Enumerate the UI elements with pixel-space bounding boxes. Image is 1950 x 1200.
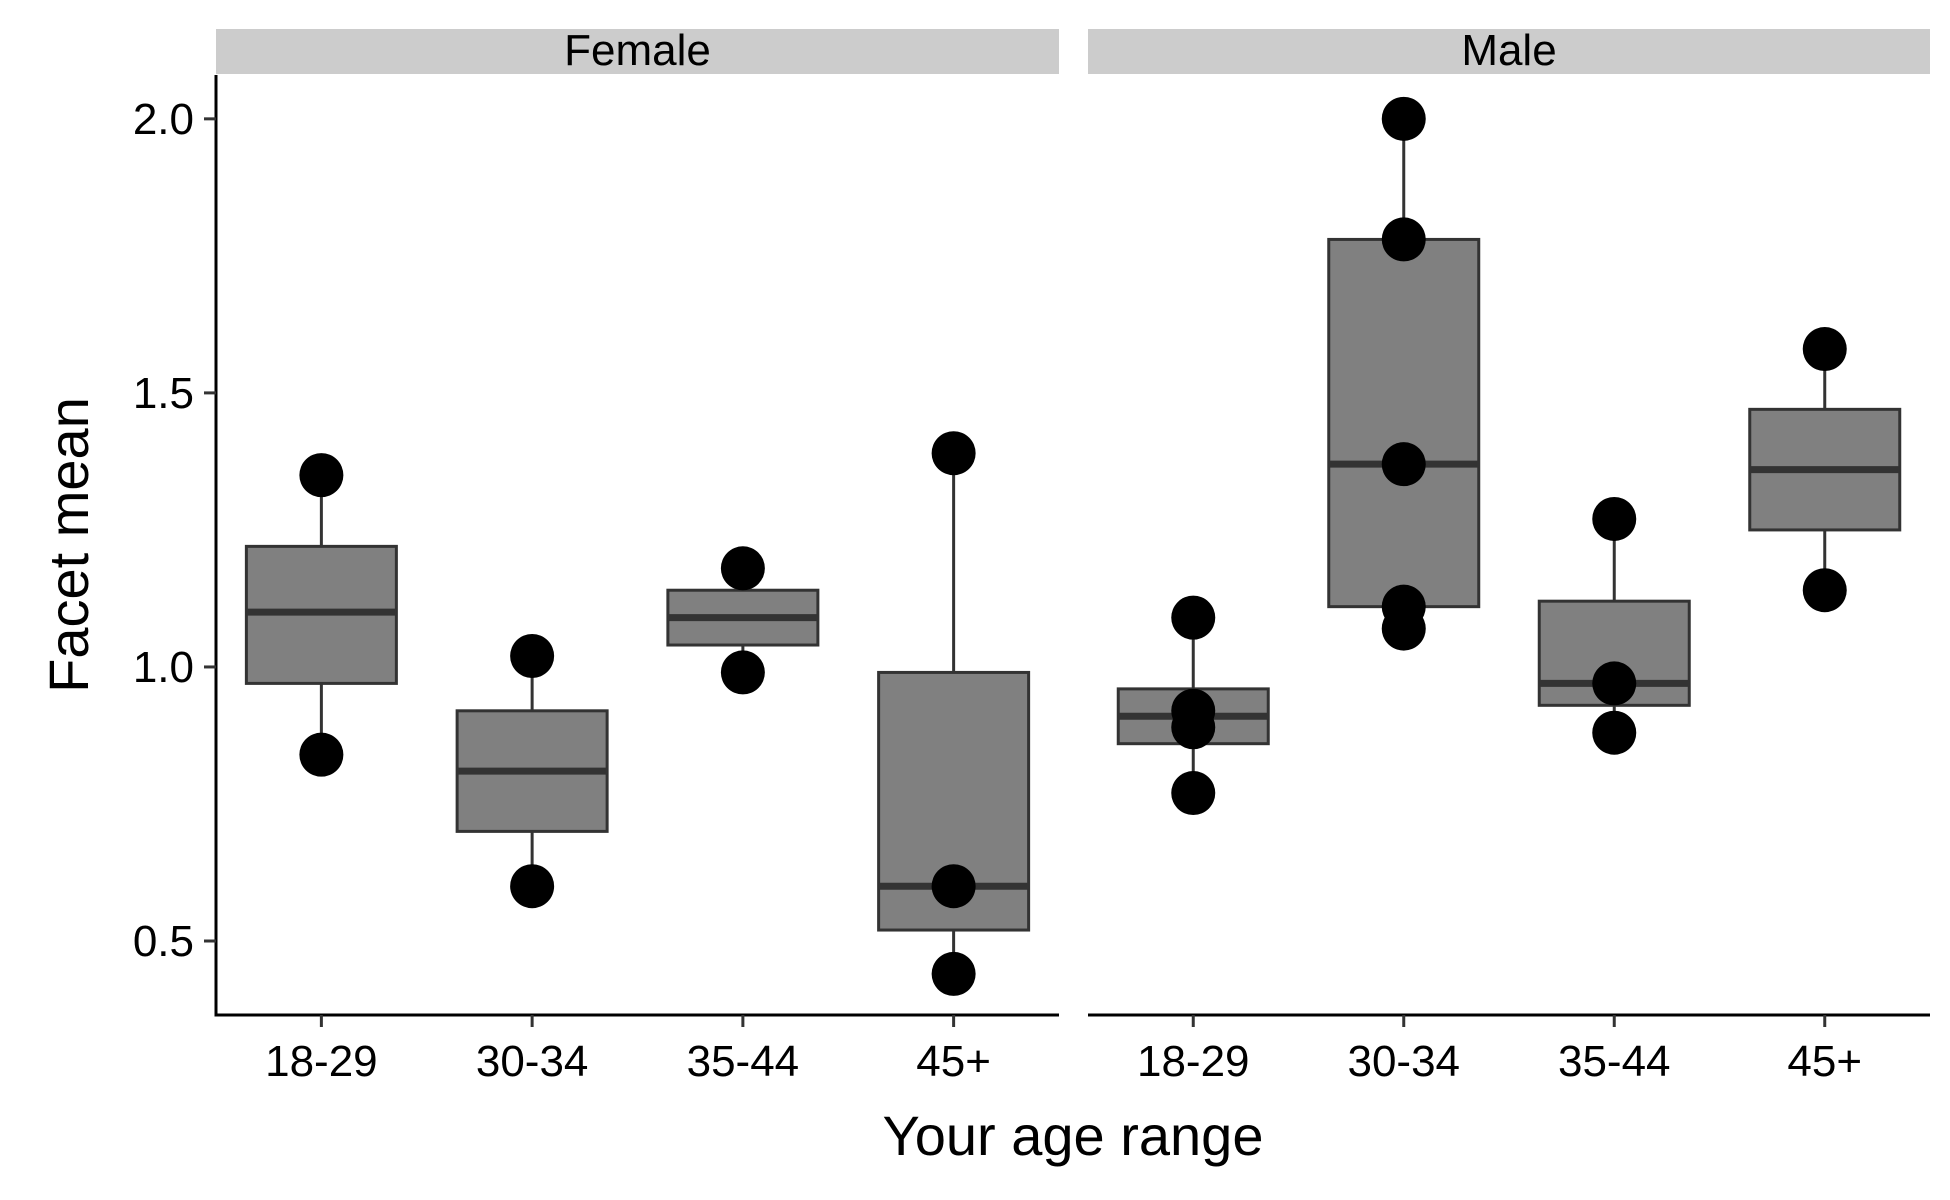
y-tick-label: 2.0 xyxy=(133,95,194,144)
y-axis: 0.5 1.0 1.5 2.0 xyxy=(133,75,218,1017)
x-tick-label: 45+ xyxy=(916,1037,991,1086)
x-tick-label: 30-34 xyxy=(1347,1037,1460,1086)
y-tick-label: 1.0 xyxy=(133,643,194,692)
facet-panel-male: Male 18-29 30-34 35-44 45+ xyxy=(1088,26,1930,1086)
box-rect xyxy=(1327,237,1481,609)
x-tick-label: 30-34 xyxy=(476,1037,589,1086)
data-point xyxy=(1381,606,1426,651)
data-point xyxy=(1802,327,1847,372)
data-point xyxy=(299,453,344,498)
box-18-29 xyxy=(244,453,398,777)
data-point xyxy=(1592,661,1637,706)
box-30-34 xyxy=(455,633,609,909)
data-point xyxy=(931,431,976,476)
box-35-44 xyxy=(1537,496,1691,755)
facet-strip-label: Female xyxy=(564,26,711,75)
box-30-34 xyxy=(1327,96,1481,651)
panels-layer: Female 18-29 30-34 35-44 45+ Male 18-29 30-34 35… xyxy=(216,26,1930,1086)
facet-strip-label: Male xyxy=(1461,26,1556,75)
facet-strip xyxy=(216,29,1059,74)
box-18-29 xyxy=(1116,595,1270,816)
data-point xyxy=(931,864,976,909)
x-axis-title: Your age range xyxy=(883,1104,1264,1167)
x-tick-label: 18-29 xyxy=(265,1037,378,1086)
data-point xyxy=(1171,771,1216,816)
facet-strip xyxy=(1088,29,1930,74)
data-point xyxy=(510,864,555,909)
x-tick-label: 35-44 xyxy=(1558,1037,1671,1086)
x-tick-label: 35-44 xyxy=(687,1037,800,1086)
data-point xyxy=(510,633,555,678)
data-point xyxy=(1171,595,1216,640)
facet-panel-female: Female 18-29 30-34 35-44 45+ xyxy=(216,26,1059,1086)
x-tick-label: 45+ xyxy=(1787,1037,1862,1086)
x-tick-label: 18-29 xyxy=(1137,1037,1250,1086)
data-point xyxy=(1802,568,1847,613)
data-point xyxy=(299,732,344,777)
box-45+ xyxy=(877,431,1031,996)
data-point xyxy=(720,650,765,695)
data-point xyxy=(931,951,976,996)
box-35-44 xyxy=(666,546,820,695)
data-point xyxy=(1592,710,1637,755)
box-45+ xyxy=(1748,327,1902,613)
y-tick-label: 0.5 xyxy=(133,917,194,966)
y-tick-label: 1.5 xyxy=(133,369,194,418)
y-axis-title: Facet mean xyxy=(37,397,100,693)
data-point xyxy=(1171,705,1216,750)
data-point xyxy=(1381,96,1426,141)
data-point xyxy=(1381,442,1426,487)
data-point xyxy=(1592,496,1637,541)
data-point xyxy=(1381,217,1426,262)
data-point xyxy=(720,546,765,591)
